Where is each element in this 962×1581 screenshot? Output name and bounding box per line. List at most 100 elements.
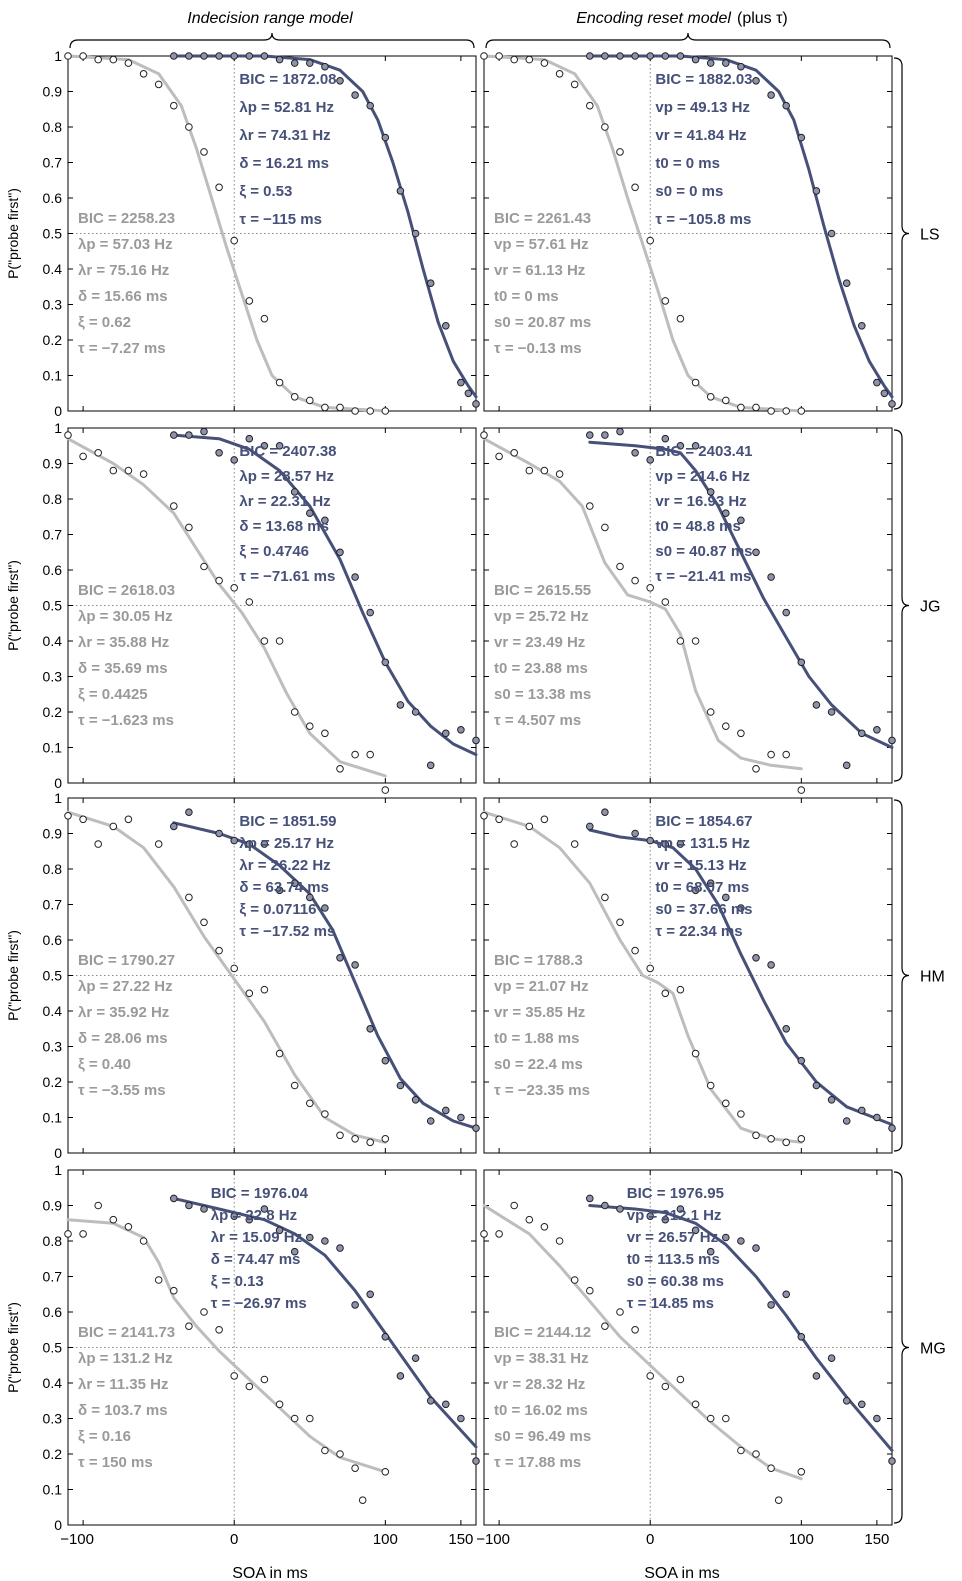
data-point [230, 52, 238, 60]
annotation-light: BIC = 2141.73 [78, 1324, 175, 1341]
data-point [366, 407, 375, 415]
data-point [170, 502, 178, 510]
annotation-light: ξ = 0.62 [78, 314, 131, 331]
data-point [290, 1414, 299, 1423]
data-point [215, 829, 223, 838]
annotation-light: BIC = 1790.27 [78, 952, 175, 969]
y-axis-label: P("probe first") [5, 188, 21, 279]
annotation-light: s0 = 22.4 ms [494, 1056, 583, 1073]
y-tick-label: 0.8 [43, 491, 63, 507]
data-point [691, 1226, 700, 1235]
y-tick-label: 0 [54, 403, 62, 419]
data-point [752, 548, 760, 557]
data-point [411, 1354, 420, 1362]
data-point [170, 431, 178, 439]
data-point [306, 893, 314, 902]
data-point [676, 442, 685, 450]
data-point [706, 1081, 715, 1090]
data-point [457, 378, 465, 387]
y-axis-label: P("probe first") [5, 560, 21, 651]
data-point [480, 1230, 488, 1238]
data-point [540, 1223, 549, 1231]
x-axis-label-right: SOA in ms [644, 1565, 720, 1581]
data-point [185, 431, 193, 439]
panel-mg-encoding: −100 0 100 150 BIC = 1976.95 vp = 212.1 Hz vr … [476, 1169, 896, 1548]
data-point [321, 1237, 329, 1245]
data-point [691, 1400, 700, 1409]
panel-ls-indecision: 0 0.1 0.2 0.3 0.4 0.5 0.6 0.7 0.8 0.9 1 P("probe fi… [5, 48, 480, 419]
data-point [94, 840, 102, 848]
data-point [797, 1468, 806, 1476]
data-point [540, 466, 549, 475]
probe-late-fit-curve [172, 433, 478, 757]
annotation-light: δ = 103.7 ms [78, 1402, 168, 1419]
data-point [464, 389, 473, 398]
data-point [631, 1326, 639, 1334]
annotation-dark: s0 = 60.38 ms [627, 1273, 724, 1290]
data-point [661, 840, 670, 848]
annotation-dark: t0 = 68.07 ms [655, 879, 749, 896]
data-point [676, 840, 685, 848]
data-point [411, 229, 420, 238]
data-point [767, 91, 775, 99]
data-point [495, 815, 503, 824]
y-tick-label: 0 [54, 1145, 62, 1161]
annotation-dark: t0 = 0 ms [655, 155, 720, 172]
annotation-dark: BIC = 2407.38 [239, 443, 336, 460]
annotation-light: τ = 17.88 ms [494, 1454, 581, 1471]
data-point [706, 59, 715, 67]
y-tick-label: 1 [54, 420, 62, 436]
data-point [631, 946, 639, 955]
y-tick-label: 0.4 [43, 633, 63, 649]
annotation-dark: vp = 49.13 Hz [655, 99, 750, 116]
data-point [646, 584, 655, 592]
data-point [737, 516, 745, 525]
data-point [737, 904, 745, 912]
data-point [306, 509, 314, 518]
annotation-dark: ξ = 0.53 [239, 183, 292, 200]
data-point [64, 431, 72, 439]
probe-early-fit-curve [66, 810, 387, 1144]
row-brace [893, 1171, 910, 1524]
data-point [570, 80, 579, 89]
y-axis-label: P("probe first") [5, 930, 21, 1021]
data-point [442, 322, 450, 330]
annotation-dark: vr = 16.93 Hz [655, 493, 746, 510]
data-point [185, 1322, 193, 1330]
data-point [94, 55, 102, 64]
data-point [321, 516, 329, 525]
data-point [306, 1099, 314, 1108]
data-point [260, 637, 269, 645]
data-point [873, 726, 881, 734]
data-point [321, 403, 329, 412]
data-point [366, 1025, 375, 1033]
panels: LS JG HM MG 0 0.1 0.2 0.3 0.4 0.5 0.6 0.7 0.8 0.9 1 P("… [5, 32, 946, 1548]
data-point [510, 449, 519, 457]
panel-hm-indecision: 0 0.1 0.2 0.3 0.4 0.5 0.6 0.7 0.8 0.9 1 P("probe fi… [5, 790, 480, 1161]
annotation-dark: λp = 28.57 Hz [239, 468, 334, 485]
data-point [336, 954, 344, 962]
column-brace [69, 32, 475, 49]
annotation-light: τ = −1.623 ms [78, 712, 174, 729]
y-tick-label: 0.2 [43, 704, 63, 720]
data-point [170, 1286, 178, 1295]
data-point [154, 1276, 163, 1284]
y-tick-label: 0.7 [43, 527, 63, 543]
data-point [706, 393, 715, 401]
data-point [676, 985, 685, 994]
data-point [737, 62, 745, 71]
data-point [306, 1233, 314, 1242]
data-point [366, 1290, 375, 1299]
column-brace [485, 32, 891, 49]
annotation-light: τ = 4.507 ms [494, 712, 581, 729]
data-point [245, 989, 254, 998]
data-point [139, 470, 148, 478]
annotation-light: λp = 57.03 Hz [78, 236, 173, 253]
data-point [691, 55, 700, 64]
subject-label: JG [920, 599, 940, 616]
data-point [767, 407, 775, 415]
annotation-dark: vr = 15.13 Hz [655, 857, 746, 874]
annotation-dark: s0 = 0 ms [655, 183, 723, 200]
annotation-light: λr = 75.16 Hz [78, 262, 169, 279]
data-point [797, 1056, 806, 1065]
